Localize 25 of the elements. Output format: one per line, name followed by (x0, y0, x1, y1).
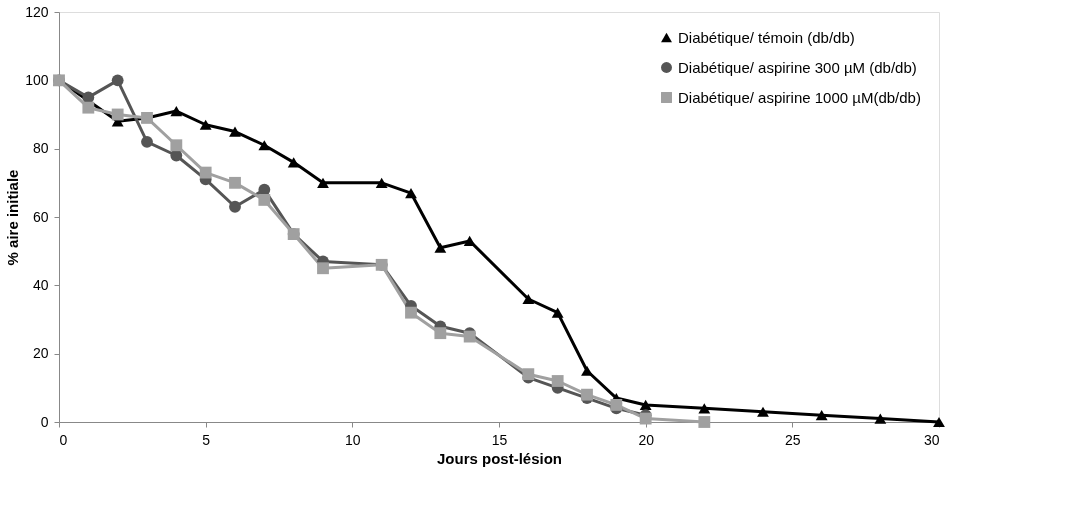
x-tick-label: 30 (923, 431, 940, 448)
y-tick-label: 20 (32, 345, 49, 362)
x-tick-label: 10 (345, 431, 361, 448)
x-tick-label: 5 (202, 431, 211, 448)
point (229, 200, 241, 213)
y-tick-label: 120 (25, 3, 49, 20)
y-tick-label: 100 (25, 71, 49, 88)
legend-label: Diabétique/ aspirine 300 µM (db/db) (678, 58, 917, 76)
y-tick-label: 60 (32, 208, 49, 225)
point (141, 135, 153, 148)
x-tick-label: 0 (59, 431, 68, 448)
x-tick-label: 20 (638, 431, 655, 448)
y-tick-label: 0 (40, 413, 49, 430)
point (434, 327, 447, 340)
y-tick-label: 80 (32, 140, 49, 157)
x-axis-title: Jours post-lésion (436, 449, 563, 467)
x-tick-label: 25 (785, 431, 801, 448)
point (317, 262, 329, 275)
point (170, 139, 183, 152)
y-axis-title: % aire initiale (4, 169, 22, 266)
x-tick-label: 15 (491, 431, 508, 448)
y-tick-label: 40 (32, 276, 49, 293)
legend-label: Diabétique/ aspirine 1000 µM(db/db) (678, 88, 921, 106)
legend-label: Diabétique/ témoin (db/db) (678, 28, 855, 46)
point (229, 176, 241, 189)
